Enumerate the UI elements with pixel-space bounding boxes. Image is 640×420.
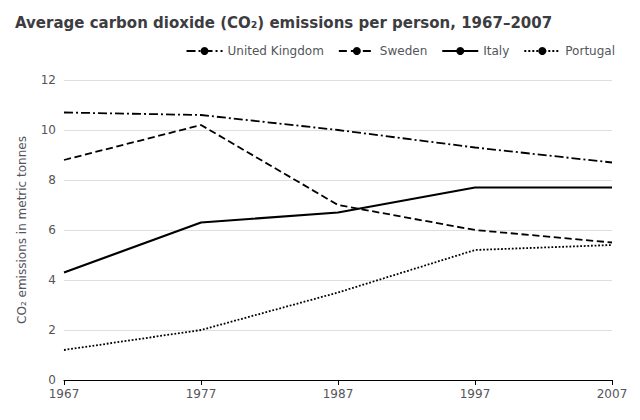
- svg-text:1987: 1987: [323, 387, 354, 401]
- svg-text:United Kingdom: United Kingdom: [228, 44, 324, 58]
- svg-text:Average carbon dioxide (CO₂) e: Average carbon dioxide (CO₂) emissions p…: [15, 14, 552, 32]
- svg-text:6: 6: [48, 223, 56, 237]
- svg-text:CO₂ emissions in metric tonnes: CO₂ emissions in metric tonnes: [15, 136, 29, 324]
- svg-text:1967: 1967: [49, 387, 80, 401]
- svg-text:1977: 1977: [186, 387, 217, 401]
- svg-text:Portugal: Portugal: [565, 44, 615, 58]
- svg-text:10: 10: [41, 123, 56, 137]
- svg-text:Sweden: Sweden: [380, 44, 427, 58]
- svg-text:1997: 1997: [460, 387, 491, 401]
- svg-text:2: 2: [48, 323, 56, 337]
- svg-text:4: 4: [48, 273, 56, 287]
- svg-text:12: 12: [41, 73, 56, 87]
- svg-text:8: 8: [48, 173, 56, 187]
- svg-text:2007: 2007: [597, 387, 628, 401]
- svg-text:0: 0: [48, 373, 56, 387]
- svg-text:Italy: Italy: [483, 44, 509, 58]
